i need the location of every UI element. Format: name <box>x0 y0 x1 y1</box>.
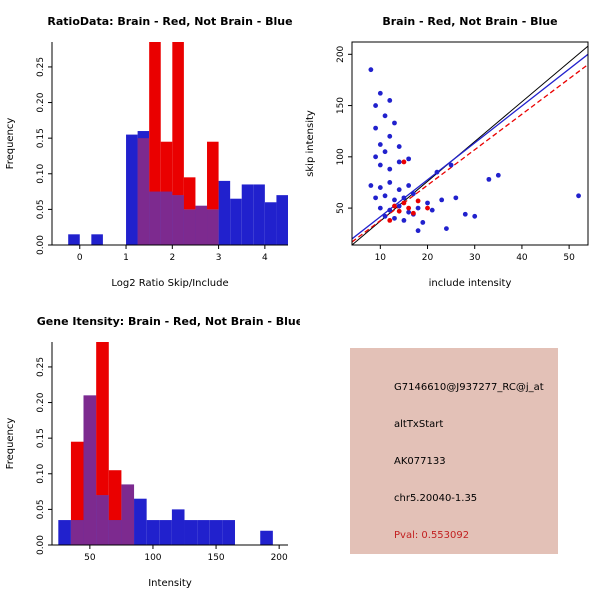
svg-text:0.10: 0.10 <box>36 463 46 483</box>
accession-text: AK077133 <box>394 456 446 467</box>
svg-text:Frequency: Frequency <box>5 418 16 470</box>
svg-text:50: 50 <box>84 553 96 563</box>
svg-text:skip intensity: skip intensity <box>305 110 316 177</box>
svg-text:include intensity: include intensity <box>429 278 512 289</box>
svg-text:20: 20 <box>422 253 434 263</box>
svg-text:0.00: 0.00 <box>36 535 46 555</box>
svg-text:0.05: 0.05 <box>36 499 46 519</box>
ratio-histogram-panel: 0 1 2 3 4 0.00 0.05 0.10 0.15 0.20 0.25 RatioData: … <box>5 15 293 289</box>
svg-text:0.20: 0.20 <box>36 392 46 412</box>
gene-info-box: G7146610@J937277_RC@j_at altTxStart AK07… <box>350 348 558 554</box>
svg-text:3: 3 <box>216 253 222 263</box>
svg-text:Brain - Red, Not Brain - Blue: Brain - Red, Not Brain - Blue <box>382 15 557 28</box>
svg-text:Intensity: Intensity <box>148 578 192 589</box>
svg-text:0.25: 0.25 <box>36 357 46 377</box>
svg-text:0.10: 0.10 <box>36 163 46 183</box>
svg-text:10: 10 <box>375 253 387 263</box>
svg-text:0.05: 0.05 <box>36 199 46 219</box>
svg-text:50: 50 <box>336 202 346 214</box>
svg-text:0: 0 <box>77 253 83 263</box>
svg-text:0.00: 0.00 <box>36 235 46 255</box>
svg-text:0.15: 0.15 <box>36 128 46 148</box>
gene-intensity-histogram-panel: 50 100 150 200 0.00 0.05 0.10 0.15 0.20 0.25 Gene … <box>5 315 300 589</box>
svg-text:100: 100 <box>144 553 161 563</box>
intensity-scatter-panel: 10 20 30 40 50 50 100 150 200 Brain - Red, Not Br… <box>305 15 589 289</box>
svg-text:30: 30 <box>469 253 481 263</box>
svg-text:RatioData: Brain - Red, Not Br: RatioData: Brain - Red, Not Brain - Blue <box>47 15 292 28</box>
probe-id-text: G7146610@J937277_RC@j_at <box>394 382 544 393</box>
svg-text:150: 150 <box>207 553 224 563</box>
event-type-text: altTxStart <box>394 419 444 430</box>
svg-text:0.20: 0.20 <box>36 92 46 112</box>
svg-text:1: 1 <box>123 253 129 263</box>
svg-text:50: 50 <box>563 253 575 263</box>
svg-text:2: 2 <box>169 253 175 263</box>
svg-text:Log2 Ratio Skip/Include: Log2 Ratio Skip/Include <box>111 278 228 289</box>
svg-text:0.15: 0.15 <box>36 428 46 448</box>
svg-text:200: 200 <box>271 553 288 563</box>
svg-text:40: 40 <box>516 253 528 263</box>
svg-text:200: 200 <box>336 45 346 62</box>
info-cell: G7146610@J937277_RC@j_at altTxStart AK07… <box>300 300 600 600</box>
svg-text:Gene Itensity: Brain - Red, No: Gene Itensity: Brain - Red, Not Brain - … <box>37 315 300 328</box>
svg-text:150: 150 <box>336 97 346 114</box>
svg-text:100: 100 <box>336 148 346 165</box>
pval-text: Pval: 0.553092 <box>394 530 470 541</box>
locus-text: chr5.20040-1.35 <box>394 493 478 504</box>
svg-text:0.25: 0.25 <box>36 57 46 77</box>
svg-text:4: 4 <box>262 253 268 263</box>
svg-text:Frequency: Frequency <box>5 118 16 170</box>
